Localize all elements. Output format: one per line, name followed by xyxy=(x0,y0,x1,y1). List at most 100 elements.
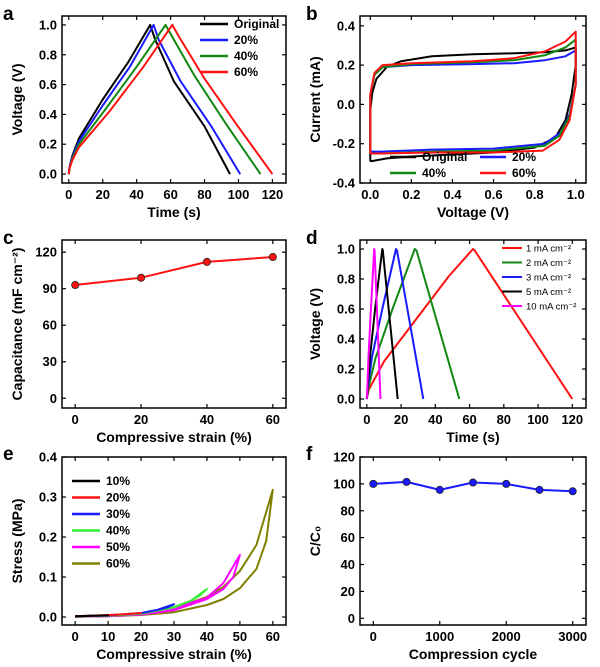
y-tick-label: 0.0 xyxy=(337,97,355,112)
x-tick-label: 1.0 xyxy=(567,187,585,202)
y-tick-label: 0.0 xyxy=(39,167,57,182)
legend-label: 20% xyxy=(234,33,258,47)
x-tick-label: 60 xyxy=(163,187,177,202)
y-tick-label: 0.4 xyxy=(337,18,356,33)
legend-label: Original xyxy=(234,17,279,31)
series-line xyxy=(75,614,110,618)
y-tick-label: 100 xyxy=(333,476,355,491)
y-tick-label: 0.3 xyxy=(39,490,57,505)
y-tick-label: 30 xyxy=(43,354,57,369)
data-point xyxy=(468,478,477,487)
legend-label: 30% xyxy=(106,507,130,521)
y-tick-label: 0.4 xyxy=(39,450,58,465)
y-tick-label: 120 xyxy=(35,245,57,260)
x-axis-title: Compressive strain (%) xyxy=(96,429,252,445)
y-tick-label: 120 xyxy=(333,450,355,465)
panel-c: c 0 20 40 60 0 30 60 90 120 Compressive strain (%)… xyxy=(3,228,287,445)
legend-label: 3 mA cm⁻² xyxy=(526,273,571,284)
axes-frame xyxy=(359,15,587,184)
x-axis-title: Time (s) xyxy=(446,429,499,445)
legend-label: 40% xyxy=(106,524,130,538)
data-point xyxy=(435,485,444,494)
legend-label: 10 mA cm⁻² xyxy=(526,302,576,313)
legend-label: 60% xyxy=(106,557,130,571)
series-line xyxy=(75,488,274,618)
x-tick-label: 0.4 xyxy=(443,187,462,202)
x-tick-label: 120 xyxy=(561,412,583,427)
y-tick-label: 1.0 xyxy=(337,242,355,257)
x-tick-label: 60 xyxy=(462,412,476,427)
legend-label: Original xyxy=(422,150,467,164)
data-point xyxy=(568,487,577,496)
x-tick-label: 0 xyxy=(65,187,72,202)
y-axis-title: Voltage (V) xyxy=(9,63,25,135)
x-tick-label: 60 xyxy=(266,629,280,644)
legend-label: 40% xyxy=(234,49,258,63)
y-tick-label: -0.2 xyxy=(333,136,355,151)
legend-label: 2 mA cm⁻² xyxy=(526,258,571,269)
x-axis-title: Time (s) xyxy=(147,204,200,220)
legend-label: 50% xyxy=(106,540,130,554)
y-tick-label: 0.8 xyxy=(39,47,57,62)
y-tick-label: 0.4 xyxy=(337,332,356,347)
y-tick-label: 0.2 xyxy=(39,137,57,152)
series-line xyxy=(369,30,577,155)
series-line xyxy=(369,38,577,155)
panel-e: e 0 10 20 30 40 50 60 0.0 0.1 0.2 0.3 0.4 Compressive… xyxy=(3,444,287,662)
x-tick-label: 0.6 xyxy=(485,187,503,202)
y-tick-label: 0 xyxy=(348,611,355,626)
y-tick-label: 0 xyxy=(50,391,57,406)
x-tick-label: 100 xyxy=(228,187,250,202)
y-tick-label: 40 xyxy=(341,557,355,572)
y-tick-label: 0.6 xyxy=(337,302,355,317)
panel-letter: a xyxy=(3,4,14,25)
x-tick-label: 20 xyxy=(134,629,148,644)
x-tick-label: 40 xyxy=(428,412,442,427)
y-axis-title: C/C₀ xyxy=(307,526,323,556)
panel-letter: d xyxy=(306,228,318,249)
y-axis-title: Stress (MPa) xyxy=(9,499,25,584)
series-line xyxy=(365,248,574,400)
x-axis-title: Compressive strain (%) xyxy=(96,646,252,662)
y-tick-label: 1.0 xyxy=(39,17,57,32)
y-tick-label: 0.2 xyxy=(39,530,57,545)
series-line xyxy=(67,23,262,175)
panel-d: d 0 20 40 60 80 100 120 0.0 0.2 0.4 0.6 0.8 1.0 Time (… xyxy=(306,228,587,445)
y-tick-label: 0.8 xyxy=(337,272,355,287)
data-point xyxy=(402,477,411,486)
x-tick-label: 0 xyxy=(72,412,79,427)
panel-a: a 0 20 40 60 80 100 120 0.0 0.2 0.4 0.6 0.8 1.0 Time (… xyxy=(3,4,287,220)
x-tick-label: 20 xyxy=(95,187,109,202)
y-axis-title: Capacitance (mF cm⁻²) xyxy=(9,248,25,401)
x-tick-label: 3000 xyxy=(558,629,587,644)
axes-frame xyxy=(61,456,287,626)
axes-frame xyxy=(61,239,287,409)
data-point xyxy=(71,281,80,290)
data-point xyxy=(369,479,378,488)
panel-f: f 0 1000 2000 3000 0 20 40 60 80 100 120 Compression… xyxy=(306,444,587,662)
x-tick-label: 60 xyxy=(266,412,280,427)
y-tick-label: -0.4 xyxy=(333,176,356,191)
x-axis-title: Voltage (V) xyxy=(437,204,509,220)
panel-b: b 0.0 0.2 0.4 0.6 0.8 1.0 -0.4 -0.2 0.0 0.2 0.4 Volt… xyxy=(306,4,587,220)
legend-label: 40% xyxy=(422,166,446,180)
panel-letter: b xyxy=(306,4,318,25)
x-tick-label: 0 xyxy=(72,629,79,644)
x-tick-label: 40 xyxy=(129,187,143,202)
legend-label: 60% xyxy=(512,166,536,180)
series-line xyxy=(67,23,274,175)
y-tick-label: 0.2 xyxy=(337,58,355,73)
x-axis-title: Compression cycle xyxy=(409,646,538,662)
x-tick-label: 80 xyxy=(497,412,511,427)
y-tick-label: 0.1 xyxy=(39,570,57,585)
series-line xyxy=(365,248,382,400)
x-tick-label: 0 xyxy=(363,412,370,427)
x-tick-label: 0.0 xyxy=(361,187,379,202)
x-tick-label: 100 xyxy=(527,412,549,427)
y-tick-label: 0.0 xyxy=(39,610,57,625)
x-tick-label: 40 xyxy=(200,629,214,644)
x-tick-label: 30 xyxy=(167,629,181,644)
x-tick-label: 50 xyxy=(233,629,247,644)
data-point xyxy=(502,479,511,488)
